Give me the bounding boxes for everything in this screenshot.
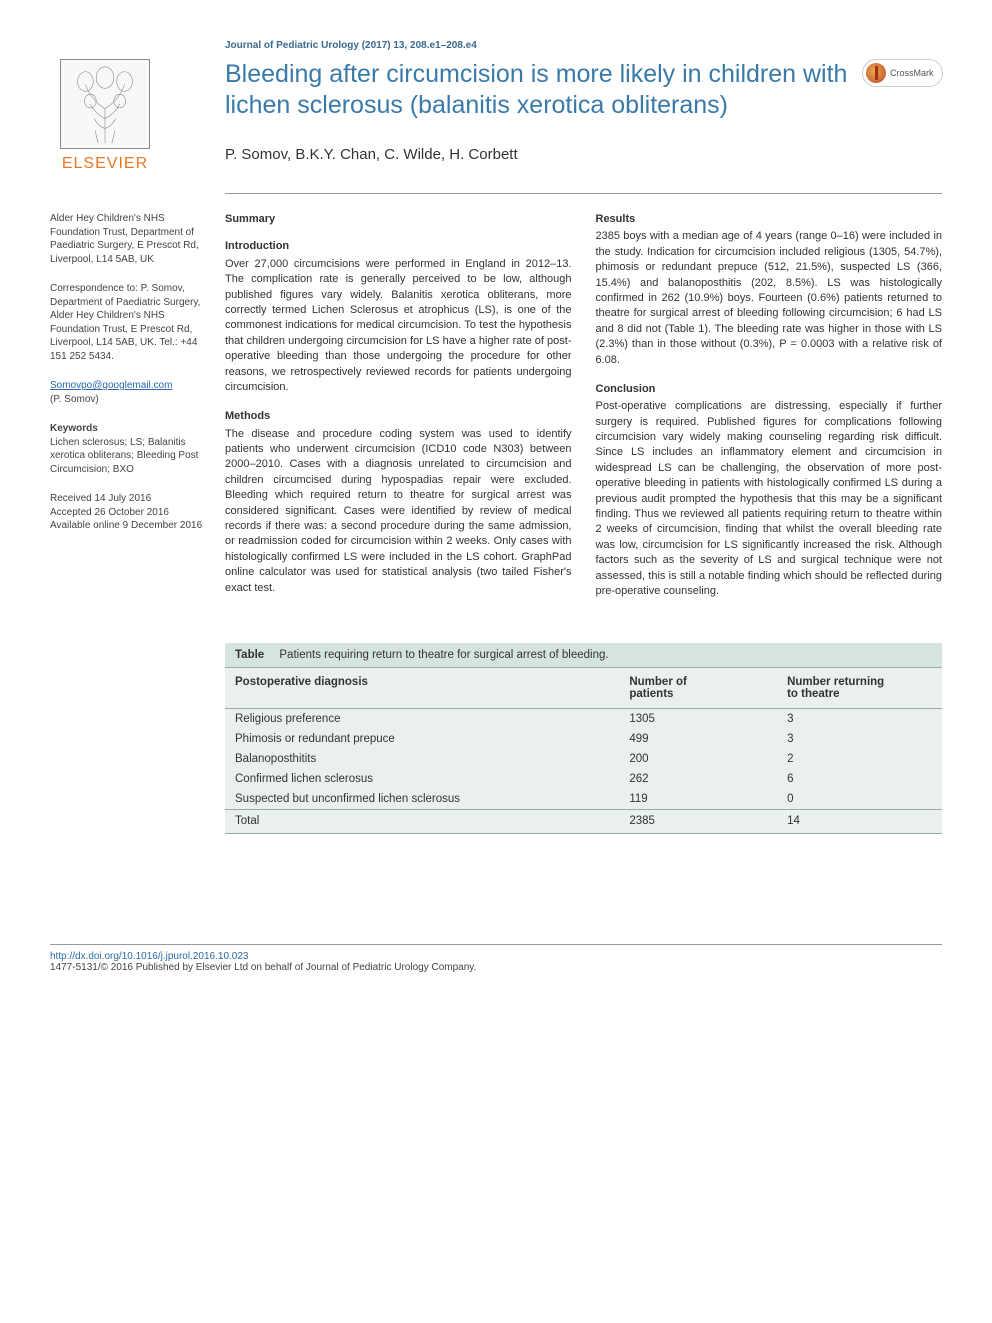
article-title: Bleeding after circumcision is more like…	[225, 59, 852, 122]
summary-content: Summary Introduction Over 27,000 circumc…	[225, 212, 942, 613]
keywords-block: Keywords Lichen sclerosus; LS; Balanitis…	[50, 422, 205, 476]
table-cell: 499	[619, 729, 777, 749]
table-cell: 1305	[619, 709, 777, 730]
methods-heading: Methods	[225, 409, 572, 424]
data-table: Postoperative diagnosis Number ofpatient…	[225, 667, 942, 834]
elsevier-tree-icon	[60, 59, 150, 149]
table-total-row: Total238514	[225, 810, 942, 834]
table-cell: 14	[777, 810, 942, 834]
introduction-body: Over 27,000 circumcisions were performed…	[225, 257, 572, 396]
table-row: Phimosis or redundant prepuce4993	[225, 729, 942, 749]
conclusion-heading: Conclusion	[596, 382, 943, 397]
table-cell: 262	[619, 769, 777, 789]
doi-link[interactable]: http://dx.doi.org/10.1016/j.jpurol.2016.…	[50, 951, 248, 962]
table-header-cell: Number ofpatients	[619, 668, 777, 709]
copyright-text: 1477-5131/© 2016 Published by Elsevier L…	[50, 962, 942, 973]
elsevier-wordmark: ELSEVIER	[50, 155, 160, 173]
table-cell: Balanoposthitits	[225, 749, 619, 769]
page-footer: http://dx.doi.org/10.1016/j.jpurol.2016.…	[50, 944, 942, 973]
introduction-heading: Introduction	[225, 239, 572, 254]
table-caption-label: Table	[235, 649, 264, 661]
crossmark-icon	[866, 63, 886, 83]
keywords-label: Keywords	[50, 423, 98, 434]
table-header-cell: Number returningto theatre	[777, 668, 942, 709]
sidebar: Alder Hey Children's NHS Foundation Trus…	[50, 212, 225, 549]
header: ELSEVIER Bleeding after circumcision is …	[50, 59, 942, 173]
table-cell: 3	[777, 729, 942, 749]
table-row: Confirmed lichen sclerosus2626	[225, 769, 942, 789]
publisher-logo-column: ELSEVIER	[50, 59, 225, 173]
affiliation-block: Alder Hey Children's NHS Foundation Trus…	[50, 212, 205, 266]
email-attribution: (P. Somov)	[50, 394, 99, 405]
table-cell: 6	[777, 769, 942, 789]
table-cell: Religious preference	[225, 709, 619, 730]
elsevier-logo: ELSEVIER	[50, 59, 160, 173]
left-column: Summary Introduction Over 27,000 circumc…	[225, 212, 572, 613]
summary-heading: Summary	[225, 212, 572, 227]
email-block: Somovpo@googlemail.com (P. Somov)	[50, 379, 205, 406]
table-cell: 0	[777, 789, 942, 810]
table-cell: 3	[777, 709, 942, 730]
crossmark-label: CrossMark	[890, 68, 934, 78]
results-heading: Results	[596, 212, 943, 227]
table-header-row: Postoperative diagnosis Number ofpatient…	[225, 668, 942, 709]
table-cell: Total	[225, 810, 619, 834]
crossmark-badge[interactable]: CrossMark	[862, 59, 943, 87]
table-cell: Suspected but unconfirmed lichen scleros…	[225, 789, 619, 810]
authors: P. Somov, B.K.Y. Chan, C. Wilde, H. Corb…	[225, 146, 852, 163]
table-row: Suspected but unconfirmed lichen scleros…	[225, 789, 942, 810]
table-cell: Phimosis or redundant prepuce	[225, 729, 619, 749]
table-cell: 2385	[619, 810, 777, 834]
correspondence-block: Correspondence to: P. Somov, Department …	[50, 282, 205, 363]
journal-reference: Journal of Pediatric Urology (2017) 13, …	[225, 40, 942, 51]
table-row: Religious preference13053	[225, 709, 942, 730]
table-cell: 200	[619, 749, 777, 769]
correspondence-email[interactable]: Somovpo@googlemail.com	[50, 380, 172, 391]
table-cell: 2	[777, 749, 942, 769]
table-section: Table Patients requiring return to theat…	[225, 643, 942, 834]
table-cell: 119	[619, 789, 777, 810]
table-header-cell: Postoperative diagnosis	[225, 668, 619, 709]
keywords-text: Lichen sclerosus; LS; Balanitis xerotica…	[50, 437, 198, 475]
dates-block: Received 14 July 2016 Accepted 26 Octobe…	[50, 492, 205, 533]
table-row: Balanoposthitits2002	[225, 749, 942, 769]
header-rule	[225, 193, 942, 194]
right-column: Results 2385 boys with a median age of 4…	[596, 212, 943, 613]
conclusion-body: Post-operative complications are distres…	[596, 399, 943, 599]
table-cell: Confirmed lichen sclerosus	[225, 769, 619, 789]
table-caption: Table Patients requiring return to theat…	[225, 643, 942, 667]
results-body: 2385 boys with a median age of 4 years (…	[596, 229, 943, 368]
table-caption-text: Patients requiring return to theatre for…	[279, 649, 608, 661]
methods-body: The disease and procedure coding system …	[225, 427, 572, 596]
